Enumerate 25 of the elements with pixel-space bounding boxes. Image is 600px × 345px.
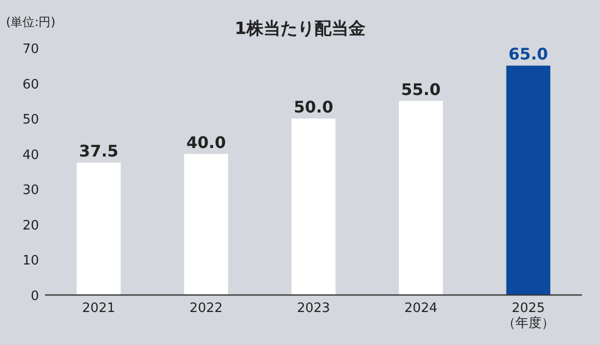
data-label: 40.0 [186, 132, 226, 152]
y-tick-label: 60 [22, 77, 39, 92]
bar [184, 154, 228, 295]
y-tick-label: 10 [22, 254, 39, 269]
data-label: 65.0 [508, 44, 548, 64]
x-tick-label: 2025 （年度） [502, 301, 554, 331]
x-tick-label: 2022 [190, 301, 223, 316]
data-label: 55.0 [401, 80, 441, 99]
data-label: 37.5 [78, 142, 118, 161]
y-tick-label: 0 [30, 289, 39, 304]
y-tick-label: 20 [22, 218, 39, 234]
data-label: 50.0 [294, 98, 334, 117]
bar [76, 162, 121, 295]
bar [398, 100, 443, 295]
bar [292, 118, 336, 295]
x-tick-label: 2023 [296, 301, 330, 316]
chart-title: 1株当たり配当金 [234, 19, 366, 39]
y-axis-title: (単位:円) [6, 15, 56, 29]
x-tick-label: 2024 [404, 301, 438, 316]
bar [506, 66, 550, 295]
y-tick-label: 30 [22, 183, 39, 198]
y-tick-label: 40 [22, 148, 39, 163]
y-tick-label: 70 [22, 42, 39, 57]
y-tick-label: 50 [22, 112, 39, 128]
x-tick-label: 2021 [82, 301, 116, 316]
